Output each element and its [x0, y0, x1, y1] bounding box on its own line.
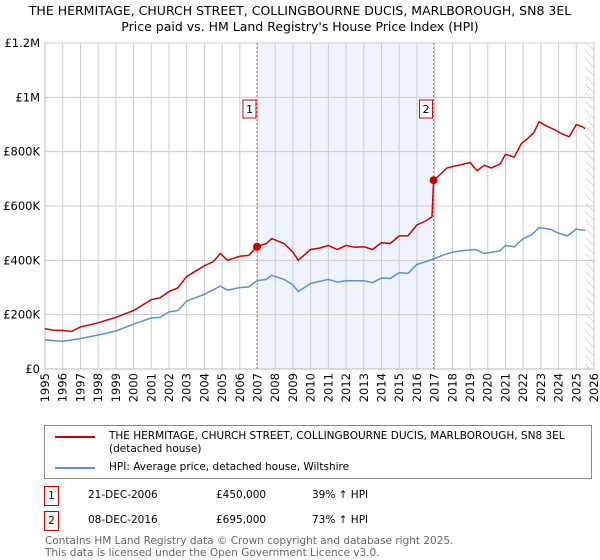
legend-item-hpi: HPI: Average price, detached house, Wilt… — [55, 461, 583, 474]
x-tick-label: 2009 — [286, 373, 300, 402]
x-tick-label: 2000 — [127, 373, 141, 402]
y-tick-label: £1.2M — [4, 36, 40, 50]
y-tick-label: £0 — [25, 362, 40, 376]
x-tick-label: 2004 — [197, 373, 211, 402]
y-tick-label: £200K — [3, 308, 40, 322]
x-tick-label: 2023 — [534, 373, 548, 402]
x-tick-label: 1998 — [91, 373, 105, 402]
legend-label-hpi: HPI: Average price, detached house, Wilt… — [109, 461, 350, 473]
x-tick-label: 2011 — [321, 373, 335, 402]
legend-label-property: THE HERMITAGE, CHURCH STREET, COLLINGBOU… — [109, 430, 565, 455]
x-tick-label: 2005 — [215, 373, 229, 402]
y-tick-label: £600K — [3, 199, 40, 213]
sale-label: 1 — [246, 103, 253, 116]
x-tick-label: 2006 — [233, 373, 247, 402]
transaction-date: 21-DEC-2006 — [88, 489, 158, 501]
x-tick-label: 2001 — [144, 373, 158, 402]
footer-licence: This data is licensed under the Open Gov… — [45, 547, 380, 559]
sale-label-box — [419, 99, 434, 119]
footer: Contains HM Land Registry data © Crown c… — [45, 535, 453, 559]
chart-title: THE HERMITAGE, CHURCH STREET, COLLINGBOU… — [28, 3, 572, 18]
legend-swatch-hpi — [55, 467, 95, 469]
transaction-hpi: 73% ↑ HPI — [312, 514, 369, 526]
x-tick-label: 1997 — [73, 373, 87, 402]
y-tick-label: £1M — [15, 90, 40, 104]
x-tick-label: 2012 — [339, 373, 353, 402]
x-tick-label: 2018 — [445, 373, 459, 402]
x-tick-label: 2020 — [481, 373, 495, 402]
price-chart: 1995 1996 1997 1998 1999 2000 2001 2002 2003 2004… — [3, 36, 600, 402]
x-tick-label: 2007 — [251, 373, 265, 402]
x-tick-label: 2022 — [516, 373, 530, 402]
x-tick-label: 2002 — [162, 373, 176, 402]
transaction-hpi: 39% ↑ HPI — [312, 489, 369, 501]
footer-copyright: Contains HM Land Registry data © Crown c… — [45, 535, 454, 547]
x-tick-label: 2024 — [552, 373, 566, 402]
transaction-marker: 1 — [44, 486, 59, 506]
x-tick-label: 2019 — [463, 373, 477, 402]
chart-subtitle: Price paid vs. HM Land Registry's House … — [121, 19, 479, 34]
x-tick-label: 2014 — [374, 373, 388, 402]
sale-label-box — [242, 99, 257, 119]
x-tick-label: 2026 — [587, 373, 600, 402]
x-tick-label: 1999 — [109, 373, 123, 402]
x-tick-label: 2015 — [392, 373, 406, 402]
y-tick-label: £800K — [3, 145, 40, 159]
x-tick-label: 2013 — [357, 373, 371, 402]
sale-label: 2 — [423, 103, 430, 116]
y-tick-label: £400K — [3, 253, 40, 267]
transaction-price: £695,000 — [216, 514, 267, 526]
sale-point — [252, 242, 261, 251]
x-tick-label: 2008 — [268, 373, 282, 402]
x-tick-label: 2016 — [410, 373, 424, 402]
x-tick-label: 2017 — [428, 373, 442, 402]
transaction-price: £450,000 — [216, 489, 267, 501]
x-tick-label: 1996 — [56, 373, 70, 402]
series-line-hpi — [44, 226, 586, 343]
x-tick-label: 2003 — [180, 373, 194, 402]
transaction-marker: 2 — [44, 511, 59, 531]
legend: THE HERMITAGE, CHURCH STREET, COLLINGBOU… — [44, 425, 592, 479]
legend-swatch-property — [55, 436, 95, 438]
legend-item-property: THE HERMITAGE, CHURCH STREET, COLLINGBOU… — [55, 430, 583, 456]
series-line-property — [44, 120, 586, 333]
transaction-date: 08-DEC-2016 — [88, 514, 158, 526]
sale-point — [429, 176, 438, 185]
x-tick-label: 1995 — [38, 373, 52, 402]
x-tick-label: 2025 — [569, 373, 583, 402]
x-tick-label: 2010 — [304, 373, 318, 402]
x-tick-label: 2021 — [498, 373, 512, 402]
